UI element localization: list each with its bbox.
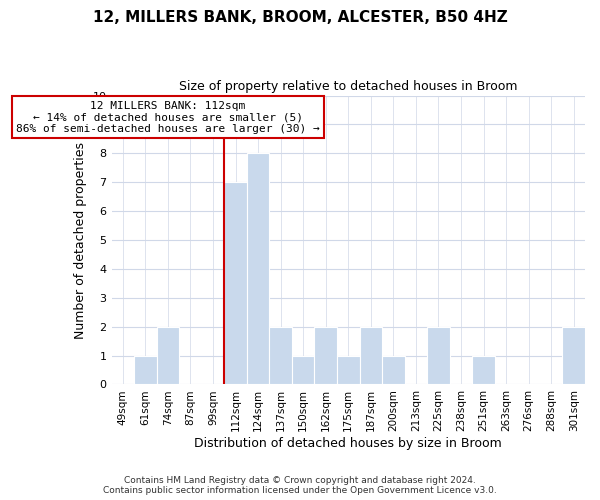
Text: 12 MILLERS BANK: 112sqm
← 14% of detached houses are smaller (5)
86% of semi-det: 12 MILLERS BANK: 112sqm ← 14% of detache… xyxy=(16,100,320,134)
Bar xyxy=(337,356,359,384)
Title: Size of property relative to detached houses in Broom: Size of property relative to detached ho… xyxy=(179,80,518,93)
X-axis label: Distribution of detached houses by size in Broom: Distribution of detached houses by size … xyxy=(194,437,502,450)
Bar xyxy=(382,356,404,384)
Bar xyxy=(269,326,292,384)
Bar xyxy=(247,154,269,384)
Text: Contains HM Land Registry data © Crown copyright and database right 2024.
Contai: Contains HM Land Registry data © Crown c… xyxy=(103,476,497,495)
Bar xyxy=(157,326,179,384)
Bar xyxy=(134,356,157,384)
Bar xyxy=(224,182,247,384)
Bar xyxy=(562,326,585,384)
Bar xyxy=(359,326,382,384)
Bar xyxy=(314,326,337,384)
Bar xyxy=(292,356,314,384)
Bar xyxy=(427,326,450,384)
Y-axis label: Number of detached properties: Number of detached properties xyxy=(74,142,87,338)
Bar xyxy=(472,356,495,384)
Text: 12, MILLERS BANK, BROOM, ALCESTER, B50 4HZ: 12, MILLERS BANK, BROOM, ALCESTER, B50 4… xyxy=(92,10,508,25)
